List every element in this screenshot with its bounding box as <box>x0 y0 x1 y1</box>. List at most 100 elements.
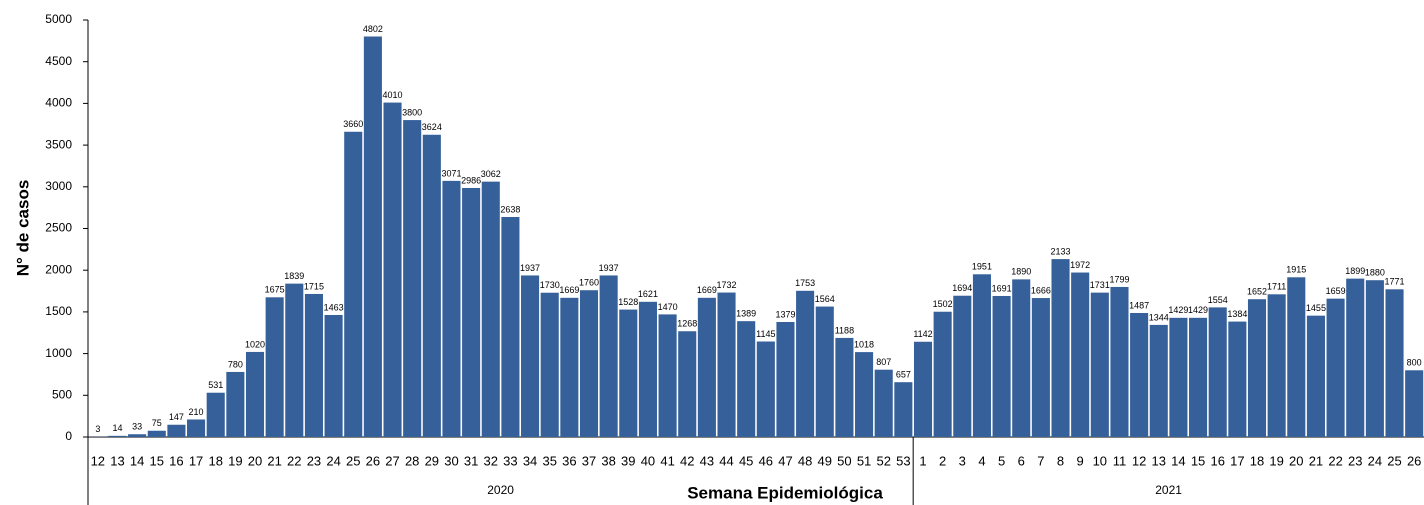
x-tick-label: 28 <box>405 453 419 468</box>
value-label: 1694 <box>952 283 972 293</box>
value-label: 1554 <box>1208 295 1228 305</box>
x-tick-label: 30 <box>444 453 458 468</box>
value-label: 1429 <box>1168 305 1188 315</box>
y-tick-label: 1500 <box>45 304 72 318</box>
x-tick-label: 18 <box>1250 453 1264 468</box>
x-tick-label: 52 <box>876 453 890 468</box>
value-label: 1937 <box>520 263 540 273</box>
bar <box>167 424 186 437</box>
x-tick-label: 22 <box>287 453 301 468</box>
bar <box>1071 272 1090 437</box>
bar <box>422 134 441 437</box>
y-tick-label: 500 <box>52 387 72 401</box>
bar <box>1228 321 1247 437</box>
bar <box>1051 259 1070 437</box>
x-tick-label: 12 <box>1132 453 1146 468</box>
value-label: 1564 <box>815 294 835 304</box>
value-label: 1502 <box>933 299 953 309</box>
x-tick-label: 31 <box>464 453 478 468</box>
value-label: 1880 <box>1365 268 1385 278</box>
value-label: 1732 <box>717 280 737 290</box>
bar <box>1130 312 1149 437</box>
bar <box>128 434 147 437</box>
bar <box>619 309 638 437</box>
x-tick-label: 4 <box>978 453 985 468</box>
x-tick-label: 50 <box>837 453 851 468</box>
x-tick-label: 21 <box>267 453 281 468</box>
x-tick-label: 15 <box>150 453 164 468</box>
bar <box>815 306 834 437</box>
value-label: 1771 <box>1385 277 1405 287</box>
bar <box>756 341 775 437</box>
value-label: 780 <box>228 359 243 369</box>
x-tick-label: 34 <box>523 453 537 468</box>
x-tick-label: 19 <box>228 453 242 468</box>
x-tick-label: 37 <box>582 453 596 468</box>
value-label: 1937 <box>599 263 619 273</box>
value-label: 3624 <box>422 122 442 132</box>
bar <box>226 371 245 437</box>
x-tick-label: 5 <box>998 453 1005 468</box>
bar <box>344 131 363 438</box>
bar <box>855 352 874 437</box>
bar <box>1031 298 1050 437</box>
value-label: 531 <box>208 380 223 390</box>
value-label: 3062 <box>481 169 501 179</box>
bar <box>737 321 756 437</box>
bar <box>403 120 422 437</box>
value-label: 1389 <box>736 309 756 319</box>
y-tick-label: 1000 <box>45 346 72 360</box>
value-label: 3800 <box>402 107 422 117</box>
bar <box>462 187 481 437</box>
bar <box>678 331 697 437</box>
x-tick-label: 45 <box>739 453 753 468</box>
y-tick-label: 2000 <box>45 262 72 276</box>
bar <box>972 274 991 437</box>
group-label: 2021 <box>1155 483 1182 497</box>
x-tick-label: 43 <box>700 453 714 468</box>
x-tick-label: 17 <box>1230 453 1244 468</box>
x-tick-label: 7 <box>1037 453 1044 468</box>
bar <box>108 435 127 437</box>
x-tick-label: 10 <box>1093 453 1107 468</box>
bar <box>579 290 599 437</box>
bar <box>1326 298 1345 437</box>
x-tick-label: 6 <box>1018 453 1025 468</box>
bar <box>1405 370 1424 437</box>
x-tick-label: 11 <box>1113 453 1127 468</box>
value-label: 1528 <box>618 297 638 307</box>
y-tick-label: 0 <box>65 429 72 443</box>
bar <box>285 283 304 437</box>
bar <box>697 297 716 437</box>
x-tick-label: 32 <box>484 453 498 468</box>
y-tick-label: 4000 <box>45 96 72 110</box>
x-axis-label: Semana Epidemiológica <box>687 483 883 502</box>
x-tick-label: 33 <box>503 453 517 468</box>
bar <box>1012 279 1031 437</box>
x-tick-label: 16 <box>1210 453 1224 468</box>
bar <box>206 392 225 437</box>
bar <box>913 341 933 437</box>
bar <box>776 321 795 437</box>
value-label: 1429 <box>1188 305 1208 315</box>
x-tick-label: 15 <box>1191 453 1205 468</box>
x-tick-label: 26 <box>1407 453 1421 468</box>
value-label: 1715 <box>304 281 324 291</box>
y-tick-label: 3000 <box>45 179 72 193</box>
value-label: 1730 <box>540 280 560 290</box>
value-label: 1669 <box>559 285 579 295</box>
value-label: 1455 <box>1306 303 1326 313</box>
value-label: 1972 <box>1070 260 1090 270</box>
bar <box>560 297 579 437</box>
value-label: 1020 <box>245 339 265 349</box>
x-tick-label: 14 <box>1171 453 1185 468</box>
value-label: 1666 <box>1031 285 1051 295</box>
value-label: 1487 <box>1129 300 1149 310</box>
x-tick-label: 1 <box>919 453 926 468</box>
x-tick-label: 13 <box>1152 453 1166 468</box>
bar <box>599 275 618 437</box>
value-label: 2133 <box>1051 246 1071 256</box>
value-label: 1142 <box>913 329 932 339</box>
value-label: 1344 <box>1149 312 1169 322</box>
bar <box>1247 299 1267 437</box>
